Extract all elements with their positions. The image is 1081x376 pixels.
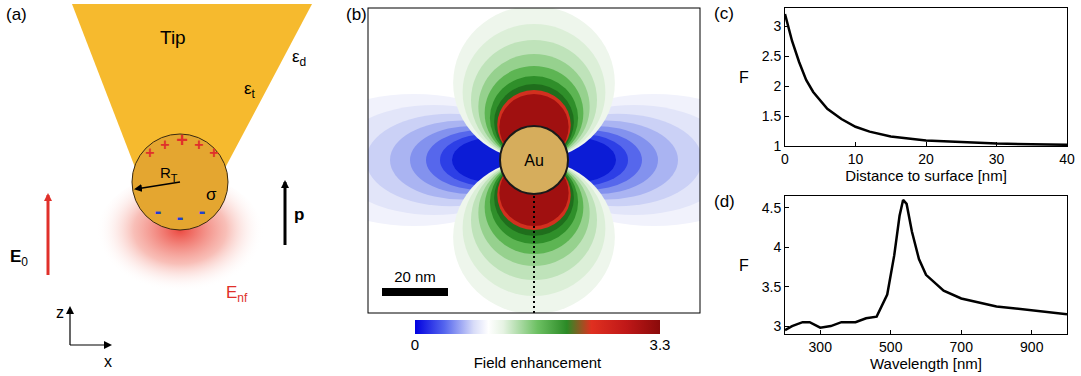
svg-text:3.3: 3.3 <box>650 336 671 353</box>
svg-text:+: + <box>176 129 188 151</box>
svg-text:F: F <box>739 69 749 86</box>
svg-text:(b): (b) <box>346 5 367 24</box>
svg-text:Field enhancement: Field enhancement <box>474 354 602 371</box>
svg-text:+: + <box>160 136 169 153</box>
svg-text:1.5: 1.5 <box>762 108 782 124</box>
svg-text:Enf: Enf <box>226 283 248 305</box>
svg-text:σ: σ <box>206 185 217 204</box>
svg-text:3: 3 <box>773 318 781 334</box>
svg-text:x: x <box>104 353 112 370</box>
svg-text:10: 10 <box>848 151 864 167</box>
svg-text:Distance to surface [nm]: Distance to surface [nm] <box>845 167 1007 184</box>
svg-text:4.5: 4.5 <box>762 200 782 216</box>
svg-text:Au: Au <box>524 152 544 169</box>
svg-text:40: 40 <box>1059 151 1075 167</box>
svg-text:p: p <box>294 205 304 224</box>
svg-text:700: 700 <box>950 339 974 355</box>
svg-text:500: 500 <box>879 339 903 355</box>
svg-text:1: 1 <box>773 138 781 154</box>
svg-text:0: 0 <box>411 336 419 353</box>
svg-text:20 nm: 20 nm <box>394 268 436 285</box>
svg-text:-: - <box>199 200 206 222</box>
html-text:(c): (c) <box>714 4 734 23</box>
svg-text:RT: RT <box>160 164 178 184</box>
svg-text:F: F <box>739 257 749 274</box>
svg-text:+: + <box>194 136 203 153</box>
svg-text:z: z <box>56 304 64 321</box>
svg-text:+: + <box>209 144 218 161</box>
svg-text:3.5: 3.5 <box>762 279 782 295</box>
html-text:(d): (d) <box>714 192 735 211</box>
svg-text:εt: εt <box>244 79 256 101</box>
svg-text:Tip: Tip <box>160 27 186 48</box>
svg-text:900: 900 <box>1020 339 1044 355</box>
svg-text:20: 20 <box>918 151 934 167</box>
svg-text:(a): (a) <box>6 5 27 24</box>
svg-text:εd: εd <box>292 47 306 69</box>
svg-text:-: - <box>177 206 184 228</box>
svg-text:300: 300 <box>809 339 833 355</box>
svg-text:2: 2 <box>773 78 781 94</box>
svg-text:2.5: 2.5 <box>762 48 782 64</box>
svg-text:-: - <box>155 200 162 222</box>
svg-text:0: 0 <box>781 151 789 167</box>
svg-text:30: 30 <box>989 151 1005 167</box>
svg-text:E0: E0 <box>10 247 28 269</box>
svg-text:4: 4 <box>773 239 781 255</box>
svg-text:3: 3 <box>773 18 781 34</box>
svg-text:Wavelength [nm]: Wavelength [nm] <box>870 355 982 372</box>
svg-text:+: + <box>145 144 154 161</box>
